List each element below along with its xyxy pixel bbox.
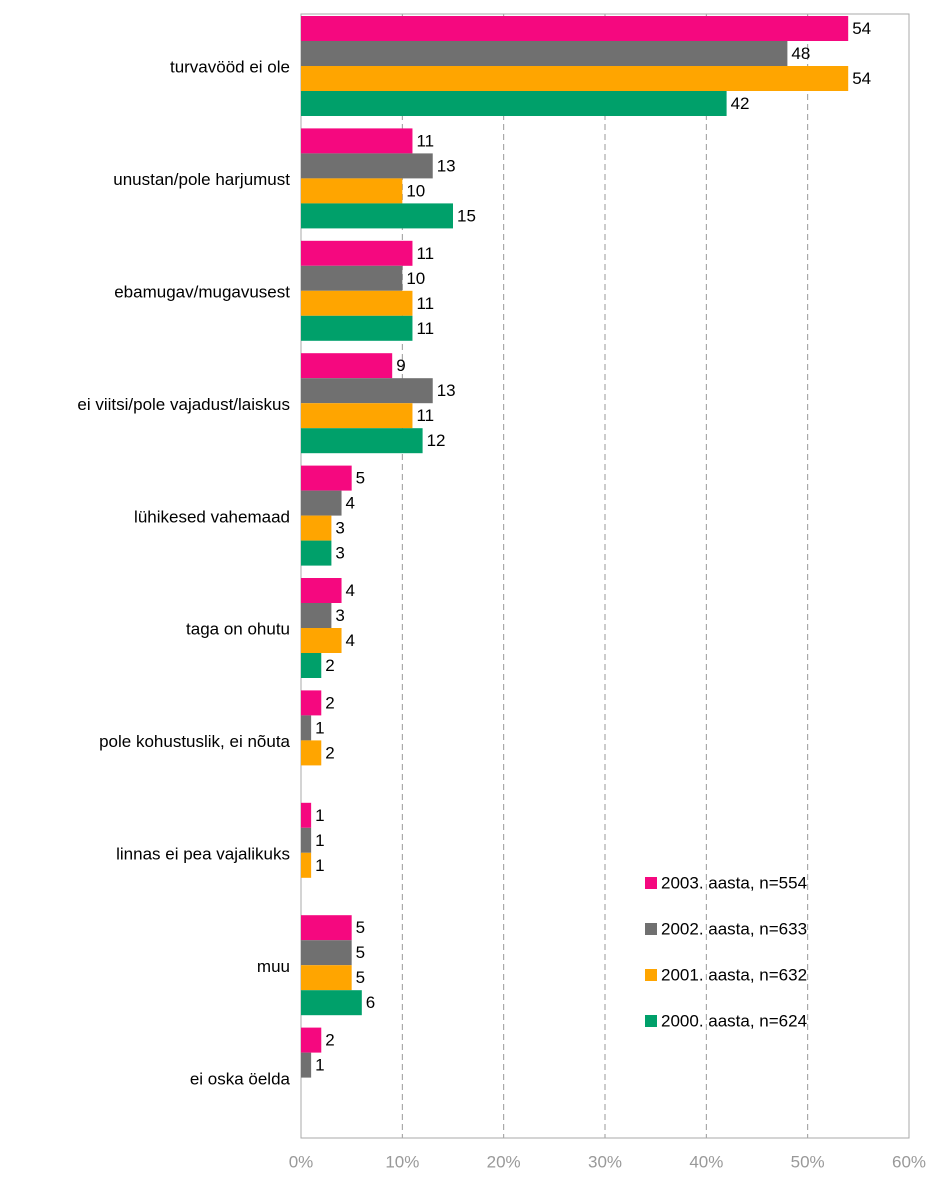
data-label: 48 (791, 44, 810, 63)
data-label: 5 (356, 968, 365, 987)
x-tick-label: 20% (487, 1152, 521, 1171)
legend-label: 2003. aasta, n=554 (661, 873, 807, 892)
bar (301, 802, 312, 828)
data-label: 1 (315, 831, 324, 850)
bar (301, 240, 413, 266)
bar (301, 203, 453, 229)
legend-label: 2000. aasta, n=624 (661, 1011, 807, 1030)
data-label: 11 (416, 294, 434, 313)
bar (301, 740, 322, 766)
bar (301, 578, 342, 603)
bar (301, 91, 727, 116)
data-label: 11 (416, 319, 434, 338)
data-label: 5 (356, 943, 365, 962)
data-label: 4 (346, 631, 355, 650)
bar (301, 153, 433, 179)
y-tick-label: ebamugav/mugavusest (114, 282, 290, 301)
legend-swatch (645, 923, 657, 935)
bar (301, 540, 332, 566)
data-label: 12 (427, 431, 446, 450)
bar (301, 515, 332, 541)
x-tick-label: 40% (689, 1152, 723, 1171)
data-label: 4 (346, 581, 355, 600)
data-label: 5 (356, 918, 365, 937)
data-label: 2 (325, 743, 334, 762)
bar (301, 378, 433, 404)
legend-swatch (645, 1015, 657, 1027)
data-label: 4 (346, 494, 355, 513)
data-label: 10 (406, 269, 425, 288)
bar (301, 315, 413, 341)
bar (301, 603, 332, 628)
data-label: 3 (335, 544, 344, 563)
data-label: 3 (335, 519, 344, 538)
data-label: 42 (731, 94, 750, 113)
data-label: 1 (315, 856, 324, 875)
data-label: 2 (325, 656, 334, 675)
data-label: 54 (852, 19, 871, 38)
data-label: 15 (457, 206, 476, 225)
data-label: 11 (416, 131, 434, 150)
bar (301, 290, 413, 316)
legend-swatch (645, 969, 657, 981)
bar (301, 128, 413, 154)
bar (301, 428, 423, 454)
bar (301, 965, 352, 991)
x-tick-label: 0% (289, 1152, 314, 1171)
bar (301, 690, 322, 716)
bar (301, 265, 403, 291)
bar (301, 403, 413, 429)
data-label: 2 (325, 1031, 334, 1050)
y-tick-label: unustan/pole harjumust (113, 170, 290, 189)
data-label: 2 (325, 693, 334, 712)
bar (301, 990, 362, 1016)
data-label: 9 (396, 356, 405, 375)
data-label: 11 (416, 244, 434, 263)
bar (301, 628, 342, 653)
bar (301, 353, 393, 379)
bar (301, 1027, 322, 1053)
plot-border (300, 13, 910, 1139)
y-tick-label: linnas ei pea vajalikuks (116, 844, 290, 863)
x-tick-label: 50% (791, 1152, 825, 1171)
data-label: 13 (437, 381, 456, 400)
data-label: 6 (366, 993, 375, 1012)
data-label: 11 (416, 406, 434, 425)
bar (301, 715, 312, 741)
data-label: 1 (315, 806, 324, 825)
legend-label: 2001. aasta, n=632 (661, 965, 807, 984)
data-label: 13 (437, 156, 456, 175)
bar (301, 915, 352, 941)
bar (301, 940, 352, 966)
bar (301, 1052, 312, 1078)
y-tick-label: taga on ohutu (186, 620, 290, 639)
bar (301, 66, 849, 91)
bar (301, 41, 788, 66)
y-tick-label: ei oska öelda (190, 1069, 291, 1088)
bar (301, 827, 312, 853)
data-label: 1 (315, 718, 324, 737)
data-label: 5 (356, 469, 365, 488)
bar (301, 16, 849, 41)
y-tick-label: pole kohustuslik, ei nõuta (99, 732, 290, 751)
y-tick-label: lühikesed vahemaad (134, 507, 290, 526)
data-label: 1 (315, 1056, 324, 1075)
legend-label: 2002. aasta, n=633 (661, 919, 807, 938)
x-tick-label: 60% (892, 1152, 926, 1171)
y-tick-label: muu (257, 957, 290, 976)
bar (301, 465, 352, 491)
y-tick-label: turvavööd ei ole (170, 58, 290, 77)
data-label: 10 (406, 181, 425, 200)
x-tick-label: 30% (588, 1152, 622, 1171)
bar (301, 852, 312, 878)
bar (301, 178, 403, 204)
bar (301, 490, 342, 516)
data-label: 54 (852, 69, 871, 88)
bar (301, 653, 322, 678)
x-tick-label: 10% (385, 1152, 419, 1171)
legend-swatch (645, 877, 657, 889)
y-tick-label: ei viitsi/pole vajadust/laiskus (77, 395, 290, 414)
data-label: 3 (335, 606, 344, 625)
